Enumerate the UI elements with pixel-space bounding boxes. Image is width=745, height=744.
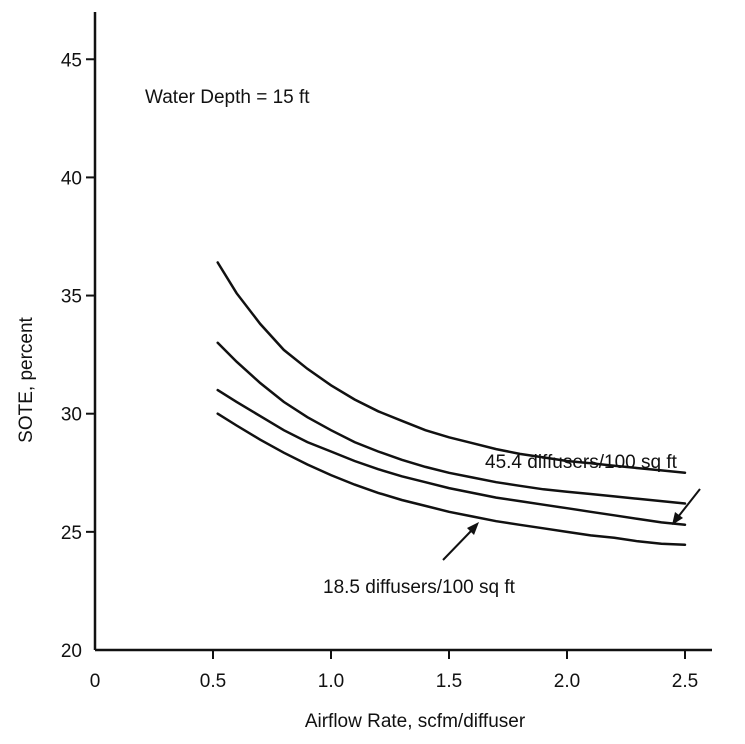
high-density-label: 45.4 diffusers/100 sq ft — [485, 452, 678, 473]
high-density-arrow — [672, 488, 701, 525]
x-tick-label: 0.5 — [200, 671, 226, 692]
x-ticks: 0 0.5 1.0 1.5 2.0 2.5 — [90, 650, 698, 692]
x-tick-label: 0 — [90, 671, 101, 692]
y-tick-label: 40 — [61, 168, 82, 189]
y-tick-label: 20 — [61, 641, 82, 662]
axes — [93, 12, 712, 652]
y-tick-label: 30 — [61, 405, 82, 426]
water-depth-annotation: Water Depth = 15 ft — [145, 87, 310, 108]
y-tick-label: 45 — [61, 50, 82, 71]
series-curve-3 — [216, 388, 687, 527]
y-ticks: 20 25 30 35 40 45 — [61, 50, 95, 662]
y-axis-title: SOTE, percent — [16, 316, 37, 442]
x-tick-label: 2.0 — [554, 671, 580, 692]
series-curve-1 — [216, 261, 687, 475]
low-density-label: 18.5 diffusers/100 sq ft — [323, 577, 516, 598]
curves — [216, 261, 687, 547]
series-curve-4 — [216, 412, 687, 547]
x-tick-label: 1.5 — [436, 671, 462, 692]
y-tick-label: 25 — [61, 523, 82, 544]
series-curve-2 — [216, 341, 687, 505]
y-tick-label: 35 — [61, 287, 82, 308]
low-density-arrow — [442, 522, 479, 561]
x-tick-label: 2.5 — [672, 671, 698, 692]
x-axis-title: Airflow Rate, scfm/diffuser — [305, 711, 526, 732]
x-tick-label: 1.0 — [318, 671, 344, 692]
